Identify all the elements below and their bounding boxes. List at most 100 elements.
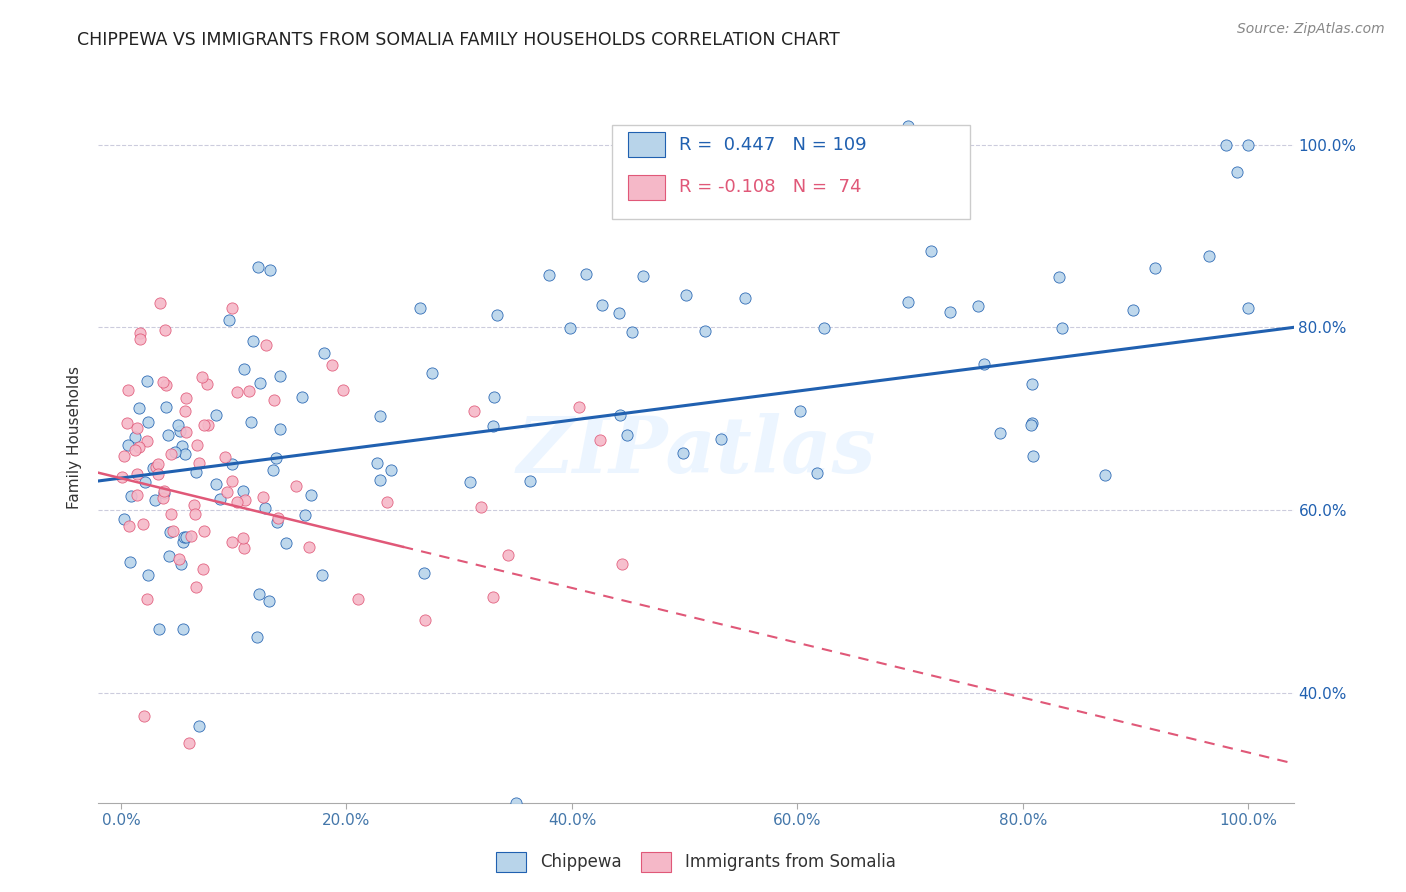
Point bbox=[332, 383, 354, 397]
Point bbox=[174, 530, 197, 544]
Point bbox=[1198, 249, 1220, 263]
Point bbox=[789, 403, 811, 417]
Point bbox=[172, 535, 194, 549]
Point bbox=[253, 501, 276, 516]
Point bbox=[184, 465, 207, 479]
Point bbox=[128, 401, 150, 415]
Point bbox=[242, 334, 264, 348]
Point bbox=[170, 439, 193, 453]
Point bbox=[612, 558, 634, 572]
Point bbox=[239, 415, 262, 429]
Point bbox=[117, 438, 139, 452]
Point bbox=[415, 613, 437, 627]
Point bbox=[257, 594, 280, 608]
Point bbox=[127, 421, 149, 435]
Point bbox=[193, 524, 215, 538]
Text: R = -0.108   N =  74: R = -0.108 N = 74 bbox=[679, 178, 862, 196]
Point bbox=[218, 313, 240, 327]
Point bbox=[589, 433, 612, 447]
Point bbox=[233, 493, 256, 508]
Point bbox=[186, 580, 208, 594]
Point bbox=[193, 562, 215, 576]
Point bbox=[170, 557, 193, 571]
Point bbox=[221, 475, 243, 489]
Point bbox=[505, 796, 527, 810]
Point bbox=[148, 457, 170, 471]
Point bbox=[167, 417, 190, 432]
Point bbox=[146, 467, 169, 482]
Point bbox=[120, 555, 142, 569]
Point bbox=[195, 376, 218, 391]
Point bbox=[266, 515, 288, 529]
Point bbox=[208, 492, 231, 507]
Point bbox=[132, 517, 155, 532]
Point bbox=[1236, 301, 1258, 315]
Point bbox=[298, 540, 321, 554]
Point bbox=[897, 294, 920, 309]
Point bbox=[481, 591, 503, 605]
Point bbox=[221, 535, 243, 549]
Point bbox=[160, 507, 183, 521]
Point bbox=[259, 263, 281, 277]
Point bbox=[117, 383, 139, 397]
Text: Source: ZipAtlas.com: Source: ZipAtlas.com bbox=[1237, 22, 1385, 37]
Point bbox=[174, 391, 197, 405]
Point bbox=[939, 305, 962, 319]
Point bbox=[156, 428, 179, 442]
Point bbox=[1215, 137, 1237, 152]
Point bbox=[132, 709, 155, 723]
Point bbox=[1094, 467, 1116, 482]
Point bbox=[813, 320, 835, 334]
Point bbox=[184, 507, 207, 521]
Point bbox=[734, 291, 756, 305]
Point bbox=[973, 358, 995, 372]
Point bbox=[912, 169, 935, 183]
Point bbox=[249, 376, 271, 390]
Point bbox=[314, 346, 336, 360]
Point bbox=[148, 622, 170, 636]
Point bbox=[538, 268, 561, 283]
Point bbox=[568, 401, 591, 415]
Point bbox=[159, 447, 181, 461]
Text: R =  0.447   N = 109: R = 0.447 N = 109 bbox=[679, 136, 866, 153]
Point bbox=[136, 374, 159, 388]
Point bbox=[169, 424, 191, 438]
Point bbox=[152, 375, 174, 389]
Point bbox=[134, 475, 156, 490]
Point bbox=[291, 390, 314, 404]
Point bbox=[1226, 165, 1249, 179]
Point bbox=[205, 408, 228, 422]
Point bbox=[621, 325, 644, 339]
Point bbox=[377, 495, 399, 509]
Point bbox=[221, 457, 243, 471]
Point bbox=[470, 500, 492, 514]
Point bbox=[496, 548, 519, 562]
Point bbox=[221, 301, 243, 316]
Point bbox=[174, 404, 197, 418]
Point bbox=[458, 475, 481, 489]
Point bbox=[118, 518, 141, 533]
Point bbox=[294, 508, 316, 522]
Point bbox=[180, 528, 202, 542]
Point bbox=[238, 384, 260, 398]
Point bbox=[226, 495, 249, 509]
Point bbox=[177, 736, 200, 750]
Point bbox=[463, 404, 485, 418]
Point bbox=[616, 428, 638, 442]
Point bbox=[1143, 261, 1166, 276]
Point bbox=[226, 385, 249, 400]
Point bbox=[187, 456, 209, 470]
Point bbox=[420, 366, 443, 380]
Point bbox=[920, 244, 942, 259]
Point bbox=[380, 463, 402, 477]
Point bbox=[165, 444, 187, 458]
Point bbox=[186, 438, 208, 452]
Text: CHIPPEWA VS IMMIGRANTS FROM SOMALIA FAMILY HOUSEHOLDS CORRELATION CHART: CHIPPEWA VS IMMIGRANTS FROM SOMALIA FAMI… bbox=[77, 31, 839, 49]
Point bbox=[152, 491, 174, 505]
Point bbox=[232, 483, 254, 498]
Point bbox=[136, 415, 159, 429]
Point bbox=[247, 260, 270, 274]
Point bbox=[197, 417, 219, 432]
Point bbox=[153, 323, 176, 337]
Point bbox=[264, 451, 287, 466]
